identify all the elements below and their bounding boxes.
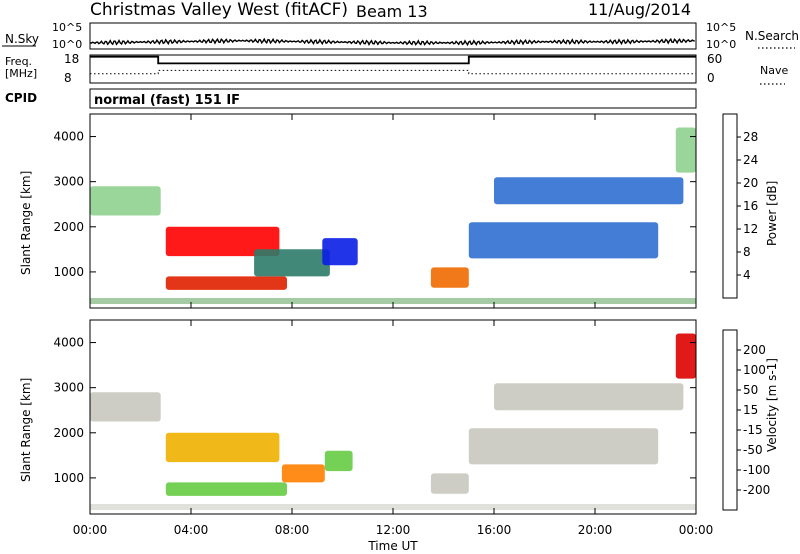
echo-region — [322, 238, 358, 266]
velocity-y-axis-label: Slant Range [km] — [19, 378, 33, 482]
echo-region — [90, 392, 161, 422]
cpid-label: CPID — [5, 91, 37, 105]
x-tick-label: 20:00 — [578, 523, 613, 537]
echo-region — [494, 177, 684, 205]
date-label: 11/Aug/2014 — [588, 0, 691, 19]
colorbar-tick-label: 24 — [743, 153, 758, 167]
colorbar-tick-label: -15 — [743, 423, 763, 437]
y-tick-label: 2000 — [53, 426, 84, 440]
x-tick-label: 12:00 — [376, 523, 411, 537]
power-y-ticks: 1000 2000 3000 4000 — [53, 130, 696, 279]
nave-tick-bottom: 0 — [707, 71, 715, 85]
nave-line — [90, 69, 696, 75]
colorbar-tick-label: 8 — [743, 245, 751, 259]
power-colorbar: 4 8 12 16 20 24 28 Power [dB] — [722, 113, 779, 299]
colorbar-tick-label: 20 — [743, 176, 758, 190]
echo-region — [468, 428, 659, 465]
power-echo-layer — [90, 127, 696, 304]
freq-tick-bottom: 8 — [64, 71, 72, 85]
colorbar-tick-label: 50 — [743, 383, 758, 397]
x-tick-label: 16:00 — [477, 523, 512, 537]
velocity-panel: 1000 2000 3000 4000 Slant Range [km] — [19, 319, 697, 515]
x-axis-ticks: 00:00 04:00 08:00 12:00 16:00 20:00 00:00 — [73, 114, 714, 537]
colorbar-tick-label: 100 — [743, 363, 766, 377]
echo-region — [254, 249, 330, 277]
frequency-panel: Freq. [MHz] 18 8 60 0 Nave — [5, 52, 788, 85]
x-tick-label: 04:00 — [174, 523, 209, 537]
x-axis-label: Time UT — [367, 539, 418, 553]
cpid-value: normal (fast) 151 IF — [94, 93, 240, 108]
y-tick-label: 4000 — [53, 336, 84, 350]
echo-region — [90, 186, 161, 216]
colorbar-tick-label: -100 — [743, 463, 770, 477]
power-colorbar-label: Power [dB] — [765, 181, 779, 246]
freq-label: Freq. — [5, 55, 32, 68]
colorbar-tick-label: 4 — [743, 268, 751, 282]
echo-region — [165, 276, 287, 290]
y-tick-label: 4000 — [53, 130, 84, 144]
y-tick-label: 3000 — [53, 381, 84, 395]
y-tick-label: 3000 — [53, 175, 84, 189]
echo-region — [165, 226, 280, 257]
frequency-line — [90, 55, 696, 65]
noise-right-tick-bottom: 10^0 — [706, 38, 736, 51]
echo-region — [675, 333, 696, 379]
noise-left-tick-top: 10^5 — [52, 21, 82, 34]
site-title: Christmas Valley West (fitACF) — [90, 0, 348, 20]
colorbar-tick-label: -50 — [743, 443, 763, 457]
echo-region — [468, 222, 659, 259]
colorbar-tick-label: -200 — [743, 483, 770, 497]
freq-tick-top: 18 — [64, 52, 79, 66]
echo-region — [281, 464, 325, 483]
colorbar-tick-label: 15 — [743, 403, 758, 417]
echo-region — [165, 432, 280, 463]
velocity-echo-layer — [90, 333, 696, 510]
nave-tick-top: 60 — [707, 52, 722, 66]
ground-scatter-band — [90, 504, 696, 510]
y-tick-label: 1000 — [53, 265, 84, 279]
beam-label: Beam 13 — [356, 2, 428, 21]
colorbar-tick-label: 28 — [743, 130, 758, 144]
echo-region — [675, 127, 696, 173]
velocity-colorbar-label: Velocity [m s-1] — [765, 358, 779, 452]
x-tick-label: 00:00 — [73, 523, 108, 537]
noise-right-tick-top: 10^5 — [706, 21, 736, 34]
noise-left-tick-bottom: 10^0 — [52, 38, 82, 51]
noise-right-label: N.Search — [745, 29, 799, 43]
echo-region — [165, 482, 287, 496]
noise-sky-line — [89, 37, 695, 47]
power-y-axis-label: Slant Range [km] — [19, 171, 33, 275]
x-tick-label: 00:00 — [679, 523, 714, 537]
power-panel: 1000 2000 3000 4000 Slant Range [km] — [19, 113, 697, 309]
y-tick-label: 1000 — [53, 471, 84, 485]
y-tick-label: 2000 — [53, 220, 84, 234]
freq-unit-label: [MHz] — [5, 67, 37, 80]
echo-region — [430, 267, 469, 288]
noise-panel: N.Sky 10^5 10^0 10^5 10^0 N.Search — [2, 21, 799, 51]
nave-label: Nave — [760, 64, 788, 77]
colorbar-tick-label: 12 — [743, 222, 758, 236]
colorbar-tick-label: 200 — [743, 343, 766, 357]
echo-region — [430, 473, 469, 494]
echo-region — [324, 450, 353, 472]
colorbar-tick-label: 16 — [743, 199, 758, 213]
ground-scatter-band — [90, 298, 696, 304]
velocity-y-ticks: 1000 2000 3000 4000 — [53, 336, 696, 485]
echo-region — [494, 383, 684, 411]
velocity-colorbar: -200 -100 -50 -15 15 50 100 200 Velocity [m s-1… — [722, 329, 779, 511]
noise-left-label: N.Sky — [5, 32, 39, 46]
x-tick-label: 08:00 — [275, 523, 310, 537]
